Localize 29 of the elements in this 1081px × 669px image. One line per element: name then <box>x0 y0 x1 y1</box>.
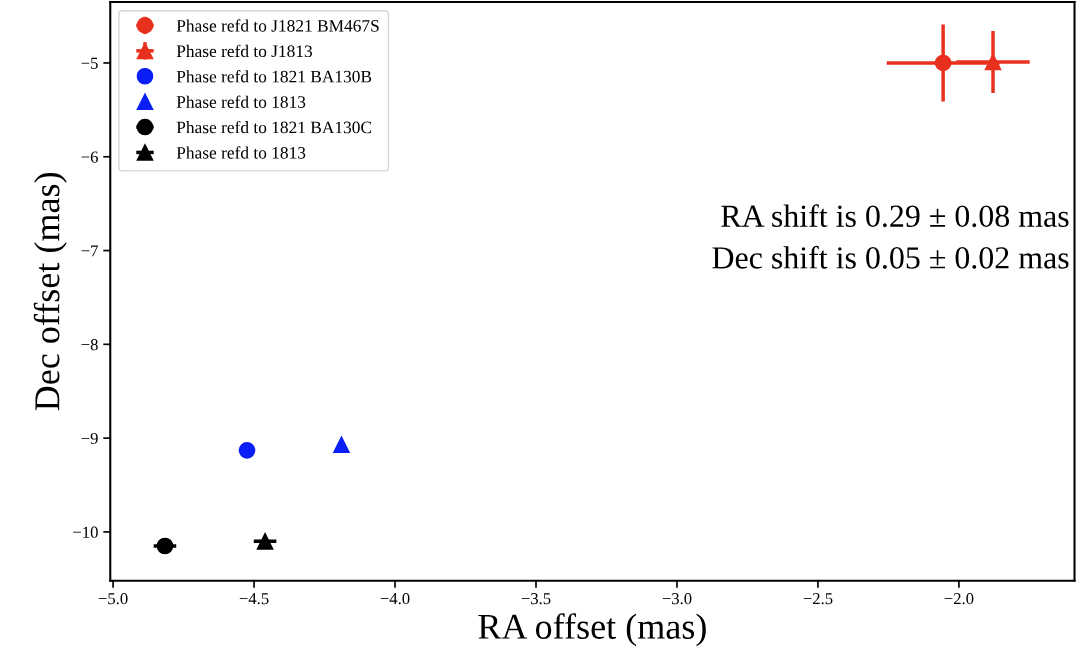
y-tick-label: −9 <box>81 432 98 445</box>
legend-label: Phase refd to 1813 <box>176 146 306 159</box>
y-tick-label: −6 <box>81 151 98 163</box>
x-tick-label: −3.5 <box>521 593 551 605</box>
y-tick-label: −8 <box>81 339 98 351</box>
y-tick-label: −7 <box>81 245 98 257</box>
annotation: Dec shift is 0.05 ± 0.02 mas <box>712 245 1069 269</box>
x-tick-label: −4.0 <box>380 592 410 605</box>
legend-label: Phase refd to 1813 <box>176 95 306 108</box>
point <box>984 53 1002 71</box>
y-tick-label: −10 <box>73 526 98 538</box>
legend-label: Phase refd to 1821 BA130C <box>176 120 372 134</box>
point <box>934 54 952 72</box>
y-tick-label: −5 <box>81 57 98 69</box>
legend-label: Phase refd to J1821 BM467S <box>176 19 379 32</box>
point <box>333 436 350 454</box>
legend-label: Phase refd to J1813 <box>176 44 313 58</box>
point <box>256 532 274 550</box>
x-tick-label: −2.5 <box>803 593 833 605</box>
x-axis-title: RA offset (mas) <box>478 613 706 647</box>
legend-label: Phase refd to 1821 BA130B <box>176 70 372 83</box>
x-tick-label: −2.0 <box>944 592 974 605</box>
x-tick-label: −4.5 <box>239 593 269 605</box>
point <box>156 537 174 555</box>
x-tick-label: −3.0 <box>662 592 692 605</box>
x-tick-label: −5.0 <box>98 592 128 605</box>
y-axis-title: Dec offset (mas) <box>33 172 67 411</box>
annotation: RA shift is 0.29 ± 0.08 mas <box>721 204 1069 228</box>
point <box>238 441 256 459</box>
